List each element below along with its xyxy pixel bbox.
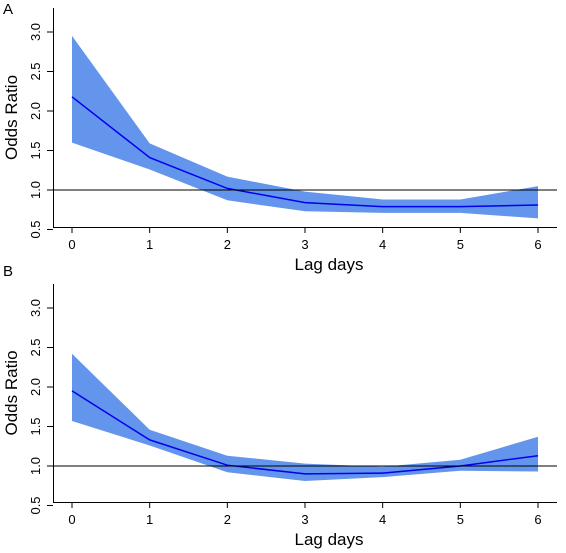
x-tick-label: 5 — [457, 237, 464, 252]
y-tick-label: 3.0 — [28, 23, 43, 41]
y-tick-label: 1.5 — [28, 141, 43, 159]
y-tick-label: 2.5 — [28, 62, 43, 80]
x-tick-label: 3 — [301, 237, 308, 252]
panel-label: A — [3, 1, 13, 18]
chart-panel-a: A 0 1 2 3 4 5 6 0.5 1.0 1.5 2.0 2.5 3.0 Lag days Odds R… — [2, 1, 557, 274]
x-tick-label: 5 — [457, 512, 464, 527]
confidence-band — [72, 353, 538, 481]
y-tick-label: 1.0 — [28, 457, 43, 475]
y-tick-label: 0.5 — [28, 220, 43, 238]
x-tick-label: 4 — [379, 512, 386, 527]
x-tick-label: 2 — [224, 237, 231, 252]
y-tick-label: 1.0 — [28, 181, 43, 199]
x-axis-title: Lag days — [295, 255, 364, 274]
panel-label: B — [3, 263, 13, 280]
y-tick-label: 2.5 — [28, 338, 43, 356]
y-axis-title: Odds Ratio — [2, 350, 21, 435]
y-tick-label: 3.0 — [28, 299, 43, 317]
x-tick-label: 2 — [224, 512, 231, 527]
x-axis-title: Lag days — [295, 530, 364, 549]
confidence-band — [72, 35, 538, 219]
x-tick-label: 1 — [146, 512, 153, 527]
y-tick-label: 2.0 — [28, 378, 43, 396]
y-tick-label: 2.0 — [28, 102, 43, 120]
chart-panel-b: B 0 1 2 3 4 5 6 0.5 1.0 1.5 2.0 2.5 3.0 Lag days Odds R… — [2, 263, 557, 549]
x-tick-label: 4 — [379, 237, 386, 252]
x-tick-label: 1 — [146, 237, 153, 252]
x-tick-label: 0 — [68, 512, 75, 527]
x-tick-label: 3 — [301, 512, 308, 527]
y-tick-label: 1.5 — [28, 417, 43, 435]
x-tick-label: 0 — [68, 237, 75, 252]
x-tick-label: 6 — [534, 237, 541, 252]
x-tick-label: 6 — [534, 512, 541, 527]
y-axis-title: Odds Ratio — [2, 75, 21, 160]
y-tick-label: 0.5 — [28, 496, 43, 514]
